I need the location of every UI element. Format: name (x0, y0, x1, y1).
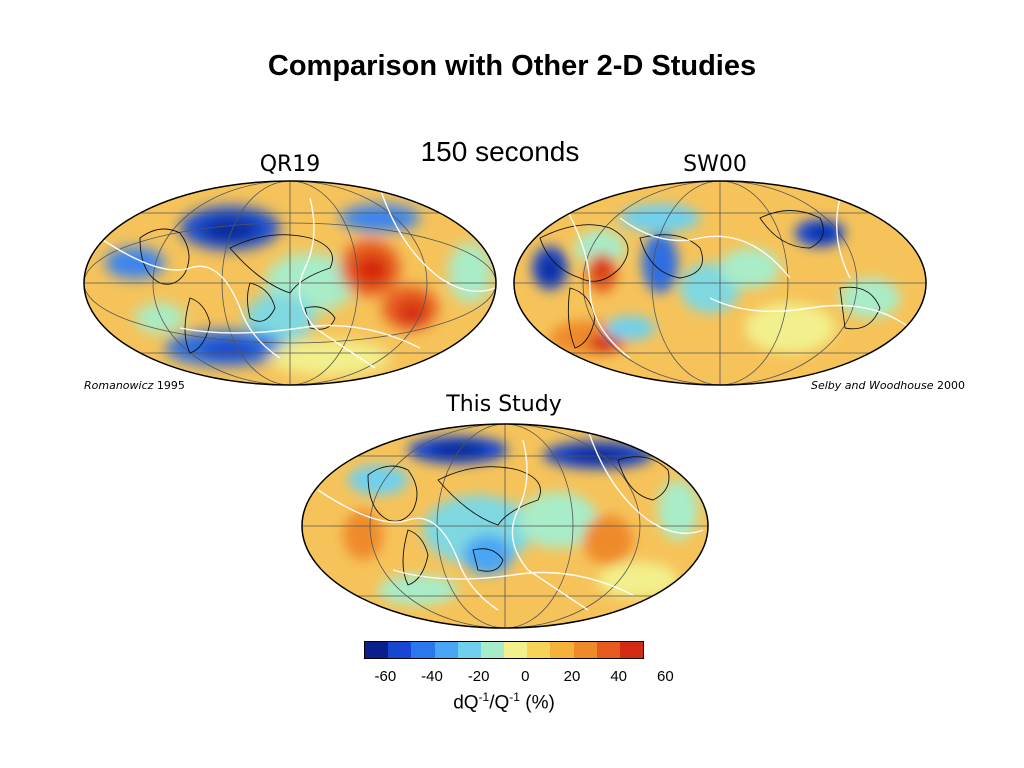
colorbar-tick-label: -20 (467, 668, 490, 685)
colorbar-swatch (550, 642, 574, 658)
map-sw00 (513, 180, 927, 386)
map-this-study (301, 423, 709, 629)
colorbar-tick-label: 0 (521, 668, 530, 685)
slide-title: Comparison with Other 2-D Studies (267, 50, 757, 82)
colorbar-swatch (596, 642, 620, 658)
colorbar-tick-label: 20 (563, 668, 581, 685)
colorbar-swatch (365, 642, 389, 658)
colorbar-swatch (619, 642, 644, 658)
citation-qr19: Romanowicz 1995 (84, 379, 185, 392)
map-label-sw00: SW00 (683, 152, 747, 177)
colorbar (364, 641, 644, 659)
colorbar-swatch (573, 642, 597, 658)
colorbar-swatch (434, 642, 458, 658)
colorbar-tick-label: -40 (421, 668, 443, 685)
period-subtitle: 150 seconds (420, 136, 580, 167)
colorbar-swatch (504, 642, 528, 658)
colorbar-tick-label: -60 (374, 668, 397, 685)
map-qr19 (83, 180, 497, 386)
colorbar-swatch (388, 642, 412, 658)
colorbar-tick-label: 40 (610, 668, 627, 685)
colorbar-swatch (411, 642, 435, 658)
colorbar-swatch (457, 642, 481, 658)
colorbar-swatch (527, 642, 551, 658)
map-label-this-study: This Study (446, 392, 562, 417)
citation-sw00: Selby and Woodhouse 2000 (811, 379, 965, 392)
colorbar-tick-label: 60 (656, 668, 674, 685)
map-label-qr19: QR19 (259, 152, 321, 177)
colorbar-title: dQ-1/Q-1 (%) (453, 690, 555, 714)
colorbar-swatch (480, 642, 505, 658)
